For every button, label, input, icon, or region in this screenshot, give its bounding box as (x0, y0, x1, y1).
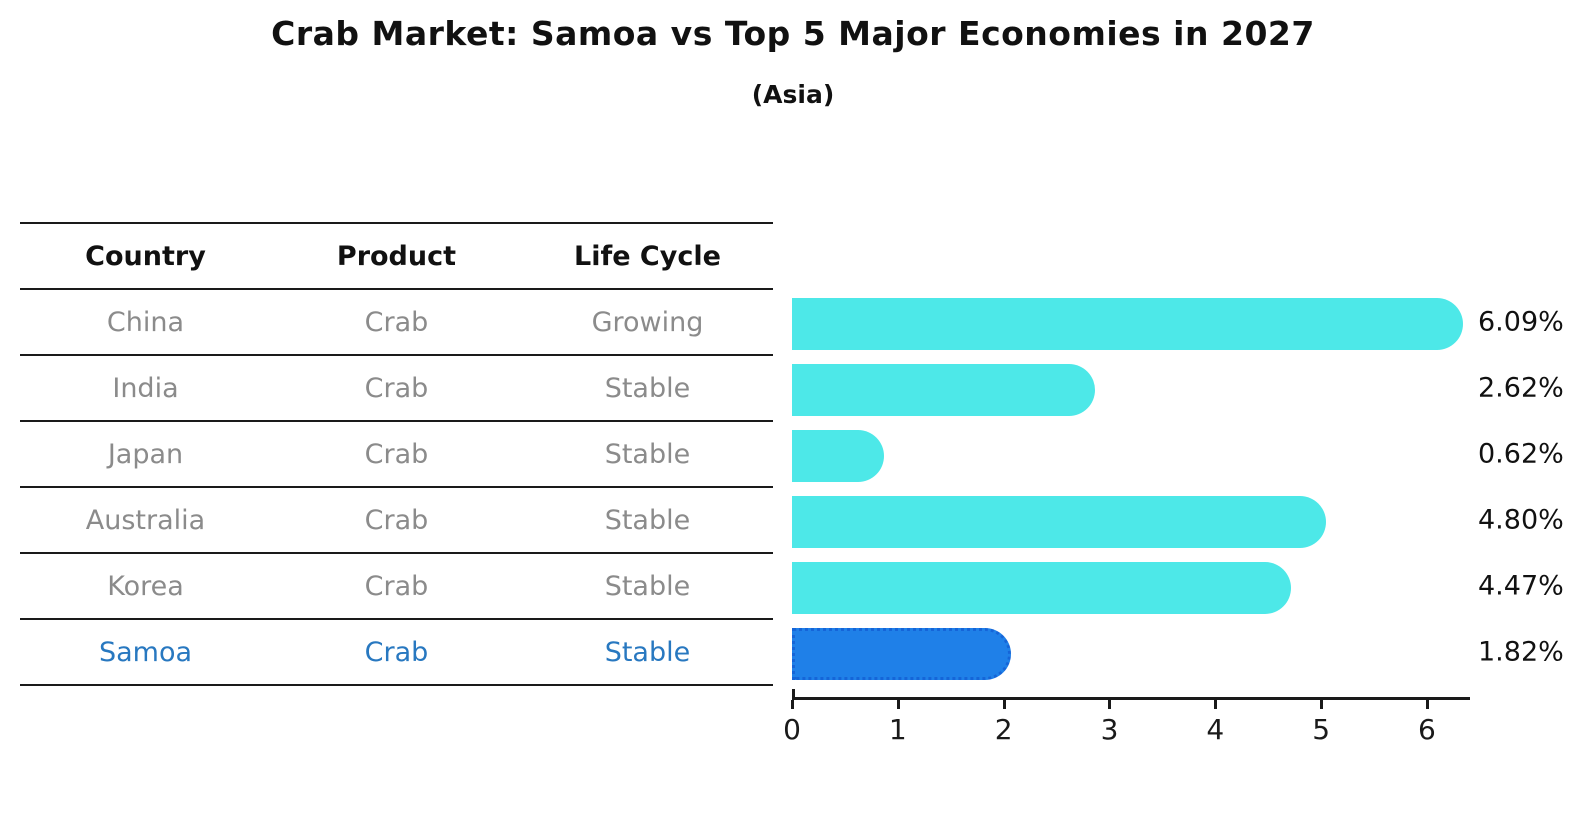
bar-value-label: 1.82% (1478, 636, 1564, 668)
x-axis-tick-label: 1 (888, 713, 907, 746)
x-axis-tick (1320, 700, 1324, 709)
table-row: Japan Crab Stable (20, 422, 773, 488)
cell-life-cycle: Stable (604, 372, 691, 404)
cell-country: Korea (107, 570, 184, 602)
x-axis-line (792, 697, 1470, 700)
cell-country: India (112, 372, 179, 404)
cell-country: Japan (107, 438, 184, 470)
bar-india (792, 364, 1096, 416)
x-axis-tick (1002, 700, 1006, 709)
cell-life-cycle: Stable (604, 570, 691, 602)
table-row: Korea Crab Stable (20, 554, 773, 620)
bar-value-label: 4.47% (1478, 570, 1564, 602)
bar-korea (792, 562, 1292, 614)
table-header-cell: Country (85, 240, 206, 272)
table-row: Samoa Crab Stable (20, 620, 773, 686)
bar-australia (792, 496, 1326, 548)
cell-product: Crab (364, 504, 429, 536)
table-row: India Crab Stable (20, 356, 773, 422)
x-axis-tick (791, 700, 794, 709)
cell-country: China (106, 306, 185, 338)
table-row: Australia Crab Stable (20, 488, 773, 554)
cell-life-cycle: Stable (604, 504, 691, 536)
table-header-cell: Life Cycle (574, 240, 721, 272)
table-header-row: Country Product Life Cycle (20, 222, 773, 290)
cell-life-cycle: Stable (604, 438, 691, 470)
x-axis-tick (896, 700, 900, 709)
page-title: Crab Market: Samoa vs Top 5 Major Econom… (271, 14, 1315, 53)
cell-country: Australia (85, 504, 206, 536)
page-subtitle: (Asia) (751, 80, 835, 109)
x-axis-tick (1425, 700, 1429, 709)
bar-value-label: 0.62% (1478, 438, 1564, 470)
bar-value-label: 4.80% (1478, 504, 1564, 536)
x-axis-tick-label: 3 (1100, 713, 1119, 746)
cell-product: Crab (364, 438, 429, 470)
cell-country: Samoa (98, 636, 193, 668)
bar-value-label: 2.62% (1478, 372, 1564, 404)
cell-product: Crab (364, 636, 429, 668)
x-axis-tick-label: 6 (1418, 713, 1436, 746)
x-axis-tick-label: 2 (994, 713, 1013, 746)
cell-life-cycle: Growing (591, 306, 704, 338)
bar-samoa (792, 628, 1011, 680)
bar-china (792, 298, 1463, 350)
x-axis-tick-label: 4 (1206, 713, 1225, 746)
table-header-cell: Product (336, 240, 457, 272)
x-axis-tick-label: 0 (783, 713, 801, 746)
x-axis-tick-label: 5 (1312, 713, 1331, 746)
x-axis-tick (1108, 700, 1112, 709)
country-table: Country Product Life Cycle China Crab Growin… (20, 222, 773, 686)
bar-japan (792, 430, 884, 482)
table-row: China Crab Growing (20, 290, 773, 356)
bar-value-label: 6.09% (1478, 306, 1564, 338)
cell-product: Crab (364, 570, 429, 602)
cell-product: Crab (364, 306, 429, 338)
bar-plot: 6.09% 2.62% 0.62% 4.80% 4.47% 1.82% 0 1 2 3 4 5 6 (783, 222, 1586, 823)
x-axis-origin-stub (792, 689, 795, 697)
cell-product: Crab (364, 372, 429, 404)
cell-life-cycle: Stable (604, 636, 691, 668)
x-axis-tick (1214, 700, 1218, 709)
